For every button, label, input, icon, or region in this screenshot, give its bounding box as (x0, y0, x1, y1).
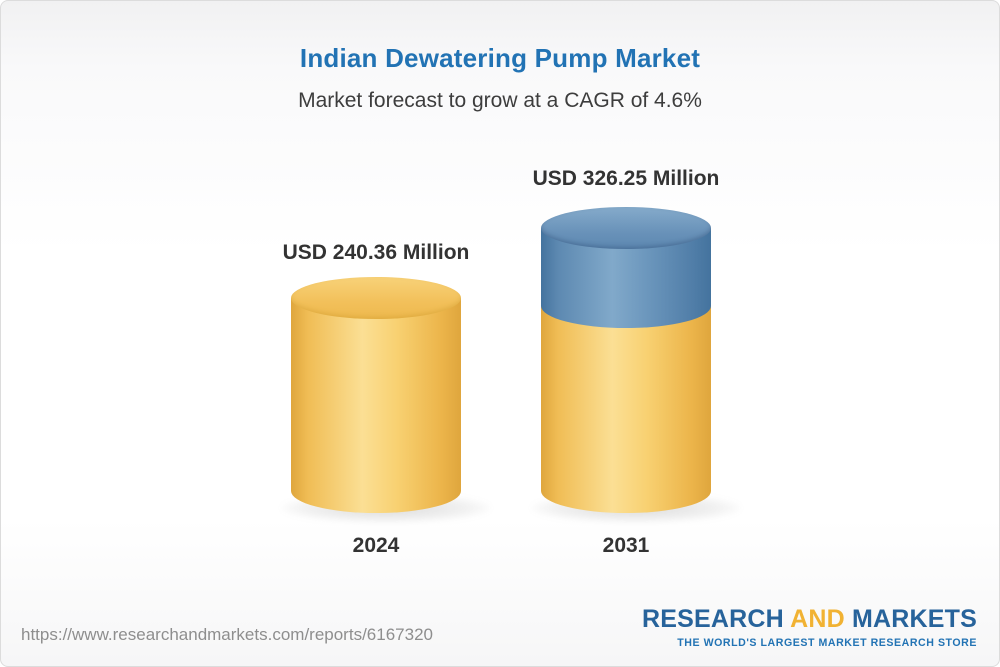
value-label-2031: USD 326.25 Million (532, 167, 720, 190)
chart-title: Indian Dewatering Pump Market (299, 43, 701, 73)
logo-word-research: RESEARCH (641, 605, 784, 633)
bar-2024-body (291, 298, 461, 513)
bar-2031-cap (541, 207, 711, 249)
research-and-markets-logo: RESEARCH AND MARKETS THE WORLD'S LARGEST… (642, 605, 977, 649)
chart-subtitle: Market forecast to grow at a CAGR of 4.6… (298, 89, 702, 112)
category-label-2024: 2024 (352, 534, 400, 557)
report-url: https://www.researchandmarkets.com/repor… (21, 625, 433, 644)
logo-tagline: THE WORLD'S LARGEST MARKET RESEARCH STOR… (677, 637, 977, 649)
logo-wordmark: RESEARCH AND MARKETS (642, 605, 977, 634)
bar-2024-cap (291, 277, 461, 319)
value-label-2024: USD 240.36 Million (282, 241, 470, 264)
logo-word-markets: MARKETS (851, 605, 977, 633)
logo-word-and: AND (790, 605, 845, 633)
bar-2031 (541, 207, 711, 513)
bar-2024 (291, 277, 461, 513)
category-label-2031: 2031 (602, 534, 650, 557)
bar-2031-yellow-segment (541, 291, 711, 513)
